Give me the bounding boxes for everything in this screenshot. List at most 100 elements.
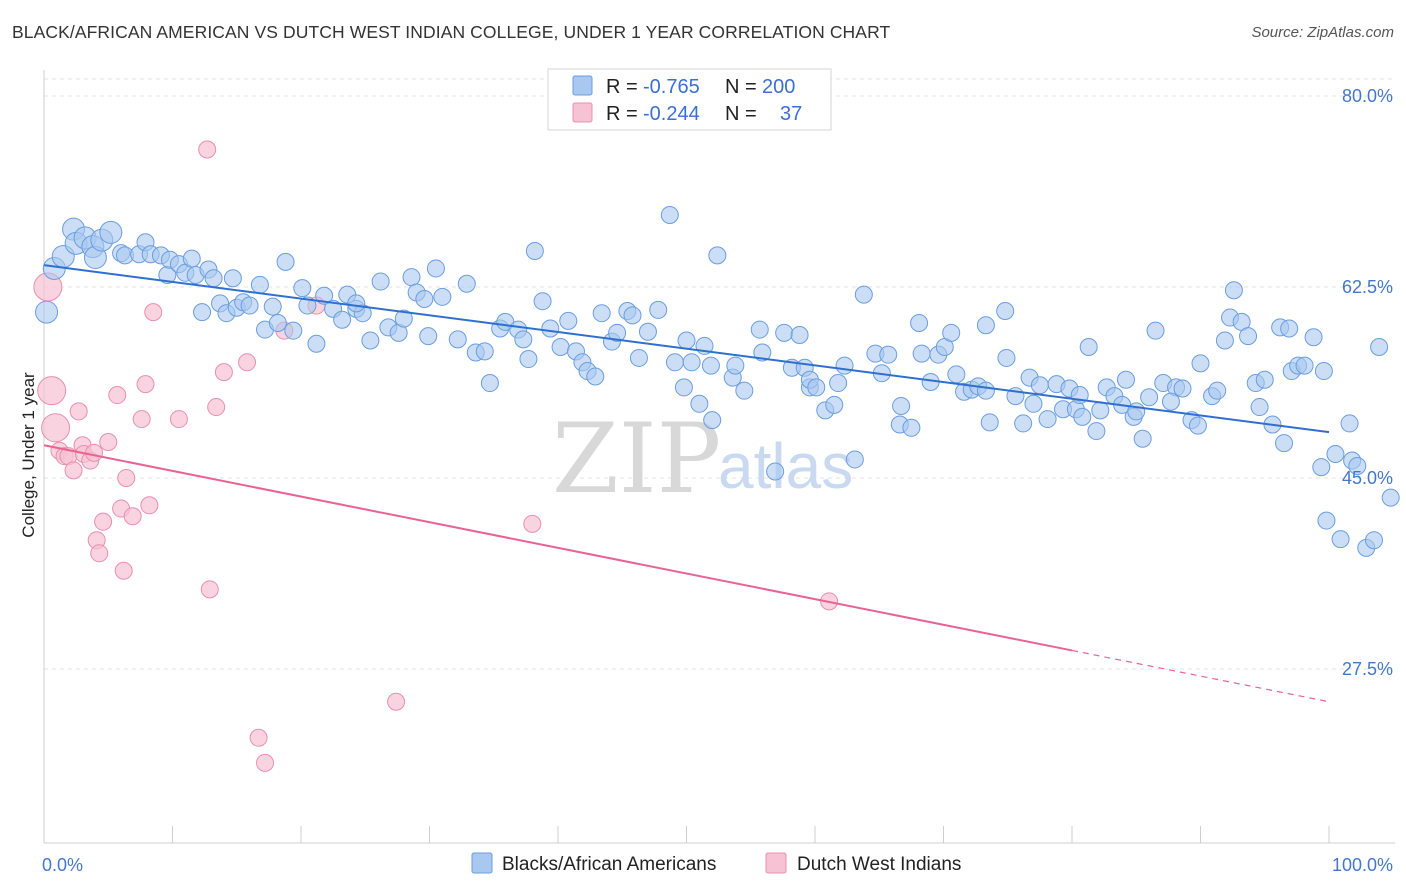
dutch-point-19 xyxy=(117,469,136,487)
blacks-point-110 xyxy=(829,374,848,393)
blacks-point-31 xyxy=(250,275,269,294)
blacks-point-70 xyxy=(541,319,560,338)
dutch-trend-line xyxy=(43,444,1073,652)
legend-n-label-2: N = xyxy=(725,103,757,125)
blacks-point-34 xyxy=(268,314,287,333)
y-tick-label-2: 62.5% xyxy=(1342,277,1393,297)
blacks-point-174 xyxy=(1250,398,1269,417)
dutch-point-15 xyxy=(99,432,118,451)
blacks-point-165 xyxy=(1191,354,1210,373)
legend-r-value-2: -0.244 xyxy=(643,103,700,125)
legend-label-blacks: Blacks/African Americans xyxy=(502,854,716,875)
y-tick-label-0: 27.5% xyxy=(1342,659,1393,679)
x-tick-labels: 0.0% 100.0% xyxy=(42,855,1393,875)
y-axis-title: College, Under 1 year xyxy=(19,372,38,538)
legend-swatch-blacks xyxy=(471,852,493,874)
blacks-point-118 xyxy=(892,396,911,415)
chart-title: BLACK/AFRICAN AMERICAN VS DUTCH WEST IND… xyxy=(12,22,891,42)
blacks-point-62 xyxy=(480,374,499,393)
dutch-point-36 xyxy=(523,514,542,533)
blacks-point-133 xyxy=(996,302,1015,321)
dutch-point-28 xyxy=(207,398,226,417)
blacks-point-183 xyxy=(1304,328,1323,347)
dutch-point-29 xyxy=(214,363,233,382)
dutch-point-6 xyxy=(64,461,83,480)
blacks-point-139 xyxy=(1030,376,1049,395)
blacks-point-109 xyxy=(825,395,844,414)
blacks-point-97 xyxy=(735,381,754,400)
blacks-point-178 xyxy=(1275,434,1294,453)
blacks-point-191 xyxy=(1348,456,1367,475)
blacks-point-170 xyxy=(1224,281,1243,300)
blacks-point-162 xyxy=(1173,379,1192,398)
blacks-point-161 xyxy=(1161,392,1180,411)
dutch-point-25 xyxy=(169,410,188,429)
blacks-point-88 xyxy=(682,353,701,372)
blacks-point-77 xyxy=(592,304,611,323)
blacks-point-172 xyxy=(1239,327,1258,346)
blacks-point-194 xyxy=(1370,338,1389,357)
legend-r-label-1: R = xyxy=(606,76,638,98)
blacks-point-46 xyxy=(347,294,366,313)
blacks-point-131 xyxy=(980,413,999,432)
series-legend: Blacks/African Americans Dutch West Indi… xyxy=(471,852,961,875)
legend-r-label-2: R = xyxy=(606,103,638,125)
watermark: ZIP atlas xyxy=(552,403,853,515)
blacks-point-91 xyxy=(677,331,696,350)
blacks-point-103 xyxy=(790,326,809,345)
blacks-point-68 xyxy=(525,241,544,260)
legend-box-frame xyxy=(547,68,832,131)
blacks-point-9 xyxy=(99,220,123,244)
blacks-point-153 xyxy=(1116,370,1135,389)
blacks-point-76 xyxy=(586,367,605,386)
blacks-point-57 xyxy=(433,287,452,306)
dutch-point-7 xyxy=(69,402,88,421)
blacks-point-111 xyxy=(835,356,854,375)
blacks-point-164 xyxy=(1188,416,1207,435)
dutch-point-2 xyxy=(41,413,71,443)
dutch-point-22 xyxy=(136,375,155,394)
blacks-point-54 xyxy=(415,290,434,309)
blacks-point-120 xyxy=(910,314,929,333)
blacks-point-99 xyxy=(753,343,772,362)
blacks-point-98 xyxy=(750,320,769,339)
dutch-point-16 xyxy=(108,386,127,405)
dutch-point-18 xyxy=(114,561,133,580)
blacks-point-168 xyxy=(1215,331,1234,350)
dutch-point-13 xyxy=(90,544,109,563)
blacks-point-136 xyxy=(1014,414,1033,433)
legend-r-value-1: -0.765 xyxy=(643,76,700,98)
blacks-point-126 xyxy=(947,365,966,384)
legend-blue-swatch xyxy=(572,75,593,96)
blacks-point-58 xyxy=(448,330,467,349)
legend-n-value-1: 200 xyxy=(762,76,795,98)
blacks-point-187 xyxy=(1326,444,1345,463)
blacks-trend-line xyxy=(43,264,1330,434)
blacks-point-37 xyxy=(293,279,312,298)
blacks-point-157 xyxy=(1140,388,1159,407)
dutch-trend-line-extrapolated xyxy=(1071,649,1330,703)
blacks-point-132 xyxy=(976,381,995,400)
blacks-point-42 xyxy=(333,310,352,329)
dutch-point-30 xyxy=(238,353,257,372)
y-tick-label-1: 45.0% xyxy=(1342,468,1393,488)
dutch-point-26 xyxy=(198,140,217,159)
blacks-point-182 xyxy=(1295,356,1314,375)
legend-n-value-2: 37 xyxy=(780,103,802,125)
blacks-point-130 xyxy=(976,316,995,335)
blacks-point-20 xyxy=(182,249,201,268)
blacks-point-55 xyxy=(419,327,438,346)
blacks-point-40 xyxy=(315,286,334,305)
legend-label-dutch: Dutch West Indians xyxy=(797,854,961,875)
blacks-point-92 xyxy=(708,246,727,265)
blacks-point-112 xyxy=(845,450,864,469)
blacks-point-113 xyxy=(854,285,873,304)
blacks-point-52 xyxy=(402,268,421,287)
blacks-point-39 xyxy=(307,334,326,353)
blacks-point-175 xyxy=(1255,370,1274,389)
blacks-point-195 xyxy=(1381,488,1400,507)
legend-swatch-dutch xyxy=(765,852,787,874)
blacks-point-156 xyxy=(1133,429,1152,448)
blacks-point-193 xyxy=(1364,531,1383,550)
blacks-point-134 xyxy=(997,348,1016,367)
